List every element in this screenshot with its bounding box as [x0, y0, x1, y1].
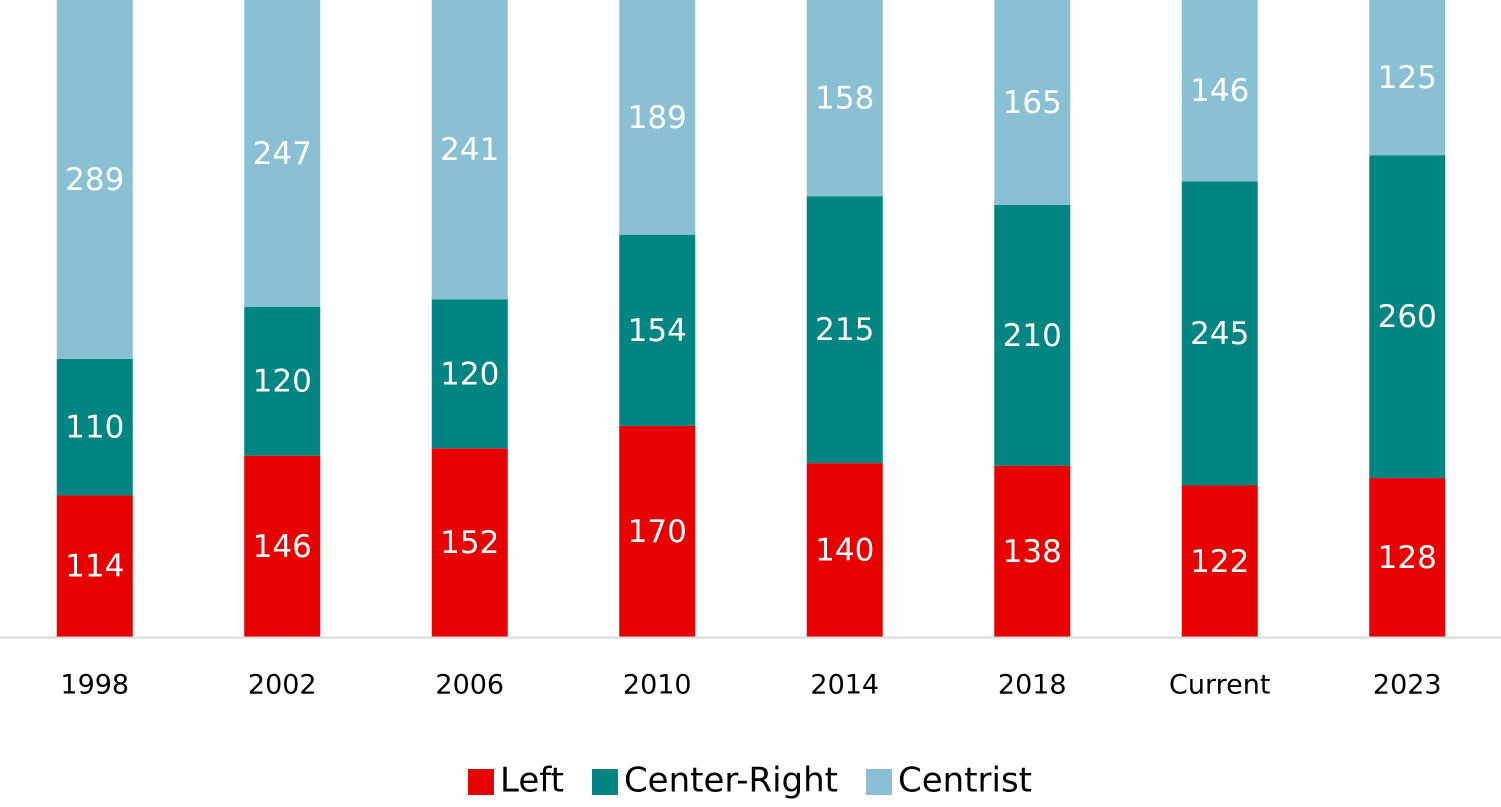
bar-segment: [806, 0, 883, 197]
bar-segment: [1369, 0, 1446, 156]
value-label: 122: [1190, 544, 1249, 580]
x-tick-label: 2010: [623, 670, 692, 701]
value-label: 128: [1378, 540, 1437, 576]
bar-segment: [431, 0, 508, 300]
bar-segment: [619, 234, 696, 426]
value-label: 247: [253, 136, 312, 172]
x-tick-label: 2002: [248, 670, 317, 701]
legend-swatch: [866, 769, 893, 795]
legend-label: Left: [500, 761, 564, 801]
x-tick-label: 2006: [435, 670, 504, 701]
value-label: 158: [815, 81, 874, 117]
bar-segment: [1369, 155, 1446, 479]
value-label: 215: [815, 312, 874, 348]
x-tick-label: 2023: [1373, 670, 1442, 701]
bar-segment: [1369, 478, 1446, 637]
bar-segment: [806, 196, 883, 464]
value-label: 146: [1190, 73, 1249, 109]
bar-segment: [431, 448, 508, 637]
legend-label: Center-Right: [624, 761, 838, 801]
value-label: 245: [1190, 316, 1249, 352]
value-label: 120: [253, 364, 312, 400]
bar-segment: [56, 358, 133, 496]
value-label: 110: [65, 410, 124, 446]
value-label: 210: [1003, 318, 1062, 354]
value-label: 170: [628, 514, 687, 550]
value-label: 154: [628, 313, 687, 349]
value-label: 289: [65, 162, 124, 198]
bar-segment: [994, 0, 1071, 205]
legend-label: Centrist: [898, 761, 1032, 801]
bar-segment: [1181, 0, 1258, 182]
value-label: 114: [65, 549, 124, 585]
bar-segment: [244, 0, 321, 307]
value-label: 140: [815, 533, 874, 569]
value-label: 146: [253, 529, 312, 565]
bar-segment: [619, 425, 696, 637]
value-label: 125: [1378, 60, 1437, 96]
bar-segment: [994, 204, 1071, 466]
bar-segment: [1181, 485, 1258, 637]
bar-segment: [244, 455, 321, 637]
x-tick-label: 1998: [60, 670, 129, 701]
bar-segment: [806, 463, 883, 637]
bar-segment: [1181, 181, 1258, 486]
value-label: 241: [440, 132, 499, 168]
bar-segment: [431, 299, 508, 449]
bar-segment: [56, 495, 133, 637]
value-label: 260: [1378, 299, 1437, 335]
value-label: 189: [628, 100, 687, 136]
bar-segment: [994, 465, 1071, 637]
legend-swatch: [467, 769, 494, 795]
value-label: 152: [440, 525, 499, 561]
bar-segment: [244, 306, 321, 456]
x-tick-label: 2018: [998, 670, 1067, 701]
legend-swatch: [591, 769, 618, 795]
bar-segment: [56, 0, 133, 359]
value-label: 138: [1003, 534, 1062, 570]
value-label: 165: [1003, 85, 1062, 121]
value-label: 120: [440, 356, 499, 392]
x-tick-label: Current: [1169, 670, 1270, 701]
bar-segment: [619, 0, 696, 235]
x-tick-label: 2014: [810, 670, 879, 701]
